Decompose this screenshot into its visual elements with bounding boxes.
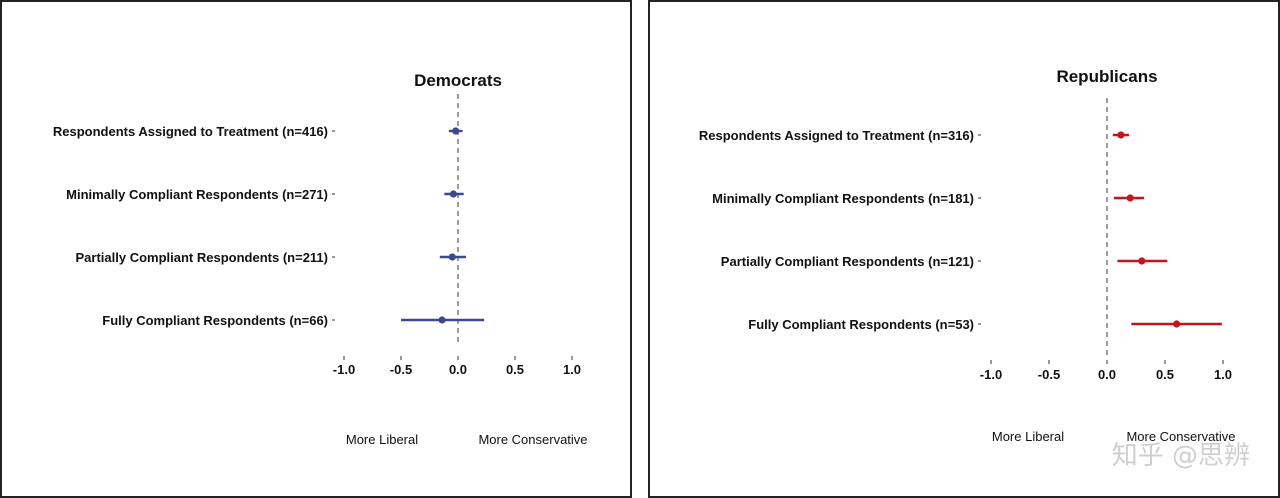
democrats-panel: Democrats Respondents Assigned to Treatme…	[0, 0, 632, 498]
x-tick-label: 0.0	[1098, 367, 1116, 382]
direction-label-conservative: More Conservative	[478, 432, 587, 447]
point-estimate	[1138, 257, 1146, 265]
x-tick-label: -0.5	[1038, 367, 1060, 382]
direction-label-liberal: More Liberal	[992, 429, 1064, 444]
republicans-panel: Republicans Respondents Assigned to Treat…	[648, 0, 1280, 498]
category-label: Fully Compliant Respondents (n=66)	[102, 313, 328, 328]
category-label: Respondents Assigned to Treatment (n=316…	[699, 128, 974, 143]
direction-label-conservative: More Conservative	[1126, 429, 1235, 444]
x-tick-label: -1.0	[980, 367, 1002, 382]
chart-title: Democrats	[414, 71, 502, 90]
category-label: Partially Compliant Respondents (n=211)	[76, 250, 328, 265]
chart-title: Republicans	[1056, 67, 1157, 86]
category-label: Respondents Assigned to Treatment (n=416…	[53, 124, 328, 139]
x-tick-label: -1.0	[333, 362, 355, 377]
watermark: 知乎 @思辨	[1112, 441, 1250, 471]
point-estimate	[449, 190, 458, 198]
x-tick-label: -0.5	[390, 362, 412, 377]
x-tick-label: 0.5	[1156, 367, 1174, 382]
category-label: Partially Compliant Respondents (n=121)	[721, 254, 974, 269]
category-label: Minimally Compliant Respondents (n=271)	[66, 187, 328, 202]
direction-label-liberal: More Liberal	[346, 432, 418, 447]
x-tick-label: 0.0	[449, 362, 467, 377]
category-label: Fully Compliant Respondents (n=53)	[748, 317, 974, 332]
x-tick-label: 1.0	[563, 362, 581, 377]
point-estimate	[1126, 194, 1134, 202]
point-estimate	[438, 316, 446, 324]
x-tick-label: 1.0	[1214, 367, 1232, 382]
category-label: Minimally Compliant Respondents (n=181)	[712, 191, 974, 206]
point-estimate	[448, 253, 456, 261]
x-tick-label: 0.5	[506, 362, 524, 377]
republicans-chart: Republicans Respondents Assigned to Treat…	[699, 67, 1250, 471]
point-estimate	[452, 127, 460, 135]
democrats-chart: Democrats Respondents Assigned to Treatme…	[53, 71, 588, 447]
point-estimate	[1117, 131, 1125, 139]
point-estimate	[1173, 320, 1181, 328]
